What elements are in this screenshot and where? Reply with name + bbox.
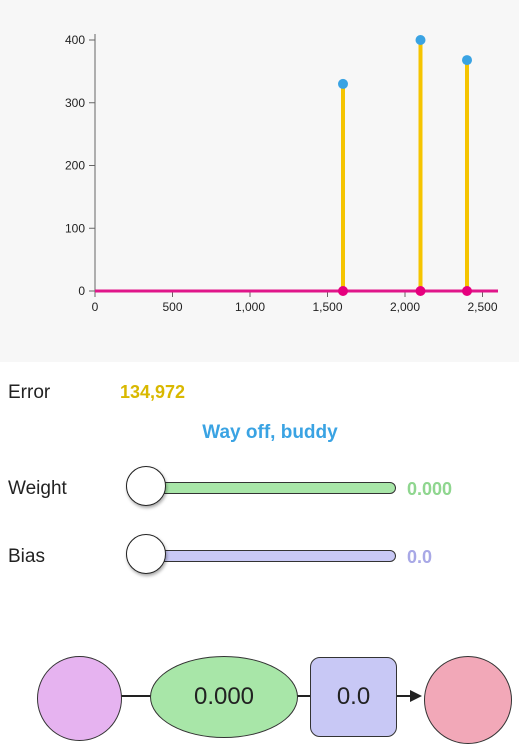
error-label: Error <box>8 382 51 403</box>
scatter-chart: 0 100 200 300 400 0 500 1,000 1,500 2,000 2,500 <box>65 33 498 314</box>
x-tick-label: 500 <box>162 300 182 314</box>
x-tick-label: 1,500 <box>312 300 342 314</box>
connector-bias-output <box>396 695 412 697</box>
weight-slider-track[interactable] <box>140 482 396 494</box>
x-tick-label: 2,500 <box>467 300 497 314</box>
bias-label: Bias <box>8 546 45 567</box>
x-tick-label: 2,000 <box>390 300 420 314</box>
actual-point <box>338 78 348 89</box>
x-tick-label: 0 <box>92 300 99 314</box>
actual-point <box>415 35 426 45</box>
weight-slider[interactable] <box>126 466 396 506</box>
network-diagram: 0.000 0.0 <box>0 640 519 749</box>
connector-weight-bias <box>296 695 310 697</box>
y-tick-label: 100 <box>65 221 85 235</box>
connector-input-weight <box>120 695 152 697</box>
error-value: 134,972 <box>120 382 186 402</box>
bias-slider-track[interactable] <box>140 550 396 562</box>
weight-label: Weight <box>8 478 67 499</box>
bias-slider-thumb[interactable] <box>126 534 166 574</box>
y-tick-label: 300 <box>65 96 85 110</box>
actual-point <box>462 55 472 66</box>
predicted-point <box>415 286 426 296</box>
weight-node-value: 0.000 <box>193 683 255 710</box>
arrow-head-icon <box>410 690 422 702</box>
y-tick-label: 200 <box>65 159 85 173</box>
y-tick-label: 0 <box>78 284 85 298</box>
weight-value: 0.000 <box>407 479 453 499</box>
y-tick-label: 400 <box>65 33 85 47</box>
input-node <box>37 656 122 741</box>
predicted-point <box>462 286 472 296</box>
bias-node: 0.0 <box>310 657 397 737</box>
output-node <box>424 656 512 744</box>
weight-slider-thumb[interactable] <box>126 466 166 506</box>
weight-node: 0.000 <box>150 656 298 738</box>
x-tick-label: 1,000 <box>235 300 265 314</box>
feedback-message: Way off, buddy <box>202 422 338 443</box>
bias-value: 0.0 <box>407 547 433 567</box>
chart-panel: 0 100 200 300 400 0 500 1,000 1,500 2,000 2,500 <box>0 0 519 362</box>
predicted-point <box>338 286 348 296</box>
bias-slider[interactable] <box>126 534 396 574</box>
bias-node-value: 0.0 <box>336 683 371 710</box>
